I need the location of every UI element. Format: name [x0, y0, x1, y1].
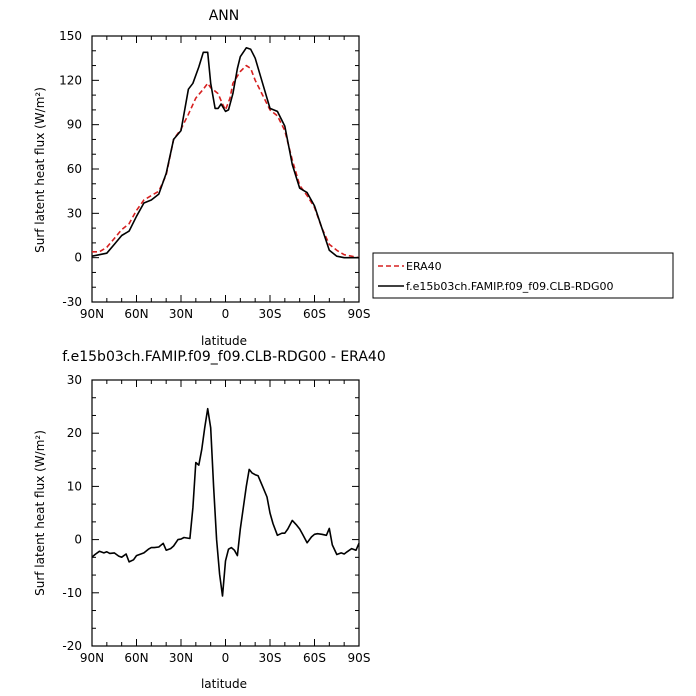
- bottom-x-tick-label: 0: [222, 651, 230, 665]
- bottom-x-tick-label: 90N: [80, 651, 104, 665]
- top-x-tick-label: 0: [222, 307, 230, 321]
- bottom-y-axis-label: Surf latent heat flux (W/m²): [33, 430, 47, 596]
- bottom-x-tick-label: 60S: [303, 651, 326, 665]
- top-panel: ANN latitude Surf latent heat flux (W/m²…: [33, 8, 674, 348]
- top-x-tick-label: 30N: [169, 307, 193, 321]
- bottom-axes: -20 -10 0 10 20 30 90N 60N 30N 0 30S 60S 90S: [62, 373, 370, 665]
- bottom-x-tick-label: 90S: [348, 651, 371, 665]
- bottom-y-tick-label: -20: [62, 639, 82, 653]
- top-y-tick-label: 90: [67, 118, 82, 132]
- bottom-y-tick-label: 10: [67, 479, 82, 493]
- top-y-tick-label: -30: [62, 295, 82, 309]
- top-y-axis-label: Surf latent heat flux (W/m²): [33, 87, 47, 253]
- top-x-tick-label: 90S: [348, 307, 371, 321]
- top-y-tick-label: 0: [74, 251, 82, 265]
- legend-model-label: f.e15b03ch.FAMIP.f09_f09.CLB-RDG00: [406, 280, 614, 293]
- top-series-era40-line: [92, 64, 360, 259]
- bottom-panel: f.e15b03ch.FAMIP.f09_f09.CLB-RDG00 - ERA…: [33, 349, 386, 691]
- bottom-plot-area: [91, 407, 360, 597]
- top-plot-area: [91, 46, 360, 259]
- bottom-chart-title: f.e15b03ch.FAMIP.f09_f09.CLB-RDG00 - ERA…: [62, 349, 385, 365]
- bottom-y-tick-label: 20: [67, 426, 82, 440]
- top-y-tick-label: 150: [59, 29, 82, 43]
- bottom-x-tick-label: 30N: [169, 651, 193, 665]
- top-x-tick-label: 60N: [124, 307, 148, 321]
- top-plot-frame: [91, 35, 360, 303]
- top-x-axis-label: latitude: [201, 334, 247, 348]
- legend-era40-label: ERA40: [406, 260, 442, 273]
- top-chart-title: ANN: [209, 8, 240, 24]
- top-series-model-line: [91, 46, 359, 259]
- top-x-tick-label: 90N: [80, 307, 104, 321]
- top-axes: -30 0 30 60 90 120 150 90N 60N 30N 0 30S 60S 90S: [59, 29, 370, 321]
- bottom-y-tick-label: 0: [74, 533, 82, 547]
- top-y-tick-label: 120: [59, 73, 82, 87]
- top-x-tick-label: 60S: [303, 307, 326, 321]
- top-y-tick-label: 30: [67, 206, 82, 220]
- bottom-x-tick-label: 30S: [259, 651, 282, 665]
- legend-box: [372, 252, 674, 299]
- bottom-y-tick-label: 30: [67, 373, 82, 387]
- top-y-tick-label: 60: [67, 162, 82, 176]
- bottom-x-axis-label: latitude: [201, 677, 247, 691]
- top-x-tick-label: 30S: [259, 307, 282, 321]
- bottom-y-tick-label: -10: [62, 586, 82, 600]
- bottom-plot-frame: [91, 379, 360, 647]
- legend: ERA40 f.e15b03ch.FAMIP.f09_f09.CLB-RDG00: [372, 252, 674, 299]
- bottom-series-model-line: [91, 407, 360, 597]
- bottom-x-tick-label: 60N: [124, 651, 148, 665]
